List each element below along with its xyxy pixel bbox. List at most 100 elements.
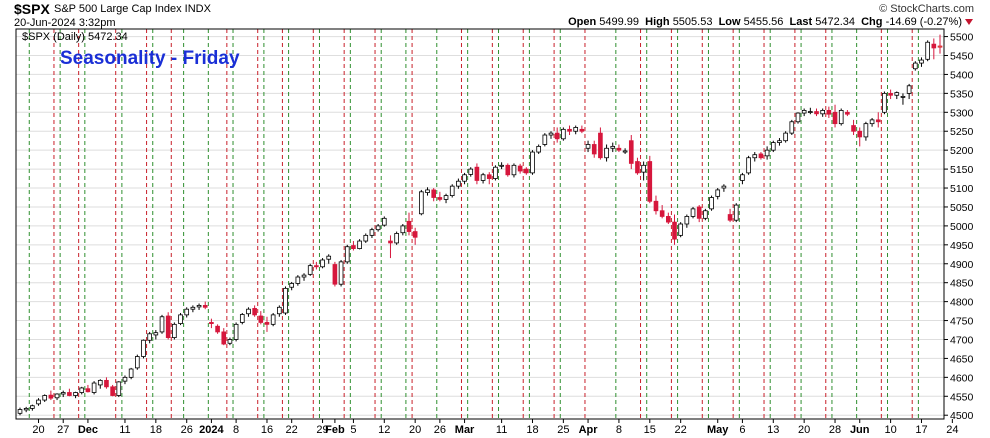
x-tick-label: 12: [378, 424, 390, 436]
x-tick-label: 26: [181, 424, 193, 436]
candle-body: [54, 393, 60, 399]
candle-body: [561, 128, 566, 140]
y-tick-label: 5400: [950, 69, 974, 81]
candle-body: [85, 388, 91, 393]
candle-body: [289, 283, 294, 288]
candle-body: [567, 128, 572, 132]
candle-body: [536, 145, 541, 153]
y-tick-label: 4700: [950, 334, 974, 346]
candle-body: [221, 331, 227, 345]
y-tick-label: 5350: [950, 88, 974, 100]
candle-body: [135, 356, 140, 369]
candle-body: [715, 189, 721, 197]
candle-body: [869, 119, 875, 125]
candle-body: [375, 225, 381, 231]
candle-body: [357, 240, 362, 250]
candle-body: [184, 308, 190, 316]
candle-body: [400, 225, 406, 234]
candle-body: [178, 314, 183, 324]
x-tick-label: 8: [616, 424, 622, 436]
change-label: Chg: [861, 16, 883, 28]
candle-body: [931, 43, 937, 49]
candle-body: [147, 333, 152, 341]
x-tick-label: 17: [915, 424, 927, 436]
y-tick-label: 5050: [950, 202, 974, 214]
y-tick-label: 4950: [950, 240, 974, 252]
x-tick-label: 28: [829, 424, 841, 436]
x-tick-label: Apr: [579, 424, 599, 436]
candles-layer: [17, 34, 943, 416]
candle-body: [598, 132, 603, 159]
candle-body: [307, 265, 313, 275]
candle-body: [60, 392, 66, 395]
x-tick-label: Dec: [78, 424, 98, 436]
candle-body: [690, 208, 696, 217]
candle-body: [554, 132, 560, 140]
candle-body: [73, 392, 78, 396]
candle-body: [239, 314, 245, 323]
candle-body: [474, 166, 480, 181]
candle-body: [851, 125, 856, 132]
candle-body: [789, 121, 795, 134]
x-tick-label: 10: [884, 424, 896, 436]
chart-header: $SPX S&P 500 Large Cap Index INDX 20-Jun…: [0, 0, 990, 30]
candle-body: [79, 387, 85, 393]
candle-body: [412, 231, 418, 238]
candle-body: [746, 157, 751, 174]
x-tick-label: 25: [557, 424, 569, 436]
low-label: Low: [718, 16, 741, 28]
candle-body: [326, 255, 332, 260]
candle-body: [653, 200, 659, 212]
candle-body: [196, 305, 202, 308]
y-tick-label: 5150: [950, 164, 974, 176]
candle-body: [925, 41, 930, 60]
candle-body: [610, 145, 616, 149]
y-tick-label: 5250: [950, 126, 974, 138]
candle-body: [579, 128, 585, 132]
down-triangle-icon: [965, 19, 973, 25]
x-tick-label: 29: [316, 424, 328, 436]
candle-body: [863, 123, 869, 138]
candle-body: [857, 130, 863, 138]
candle-body: [493, 166, 498, 179]
candle-body: [659, 210, 665, 217]
candle-body: [277, 306, 282, 315]
x-tick-label: 24: [946, 424, 958, 436]
candle-body: [573, 127, 579, 132]
candle-body: [832, 111, 838, 125]
candle-body: [388, 240, 393, 244]
x-tick-label: 27: [57, 424, 69, 436]
candle-body: [752, 154, 758, 159]
x-tick-label: Mar: [455, 424, 475, 436]
candle-body: [585, 144, 591, 149]
y-tick-label: 4650: [950, 353, 974, 365]
candle-body: [67, 392, 72, 396]
grid-layer: [16, 36, 944, 416]
candle-body: [344, 246, 350, 263]
candle-body: [314, 265, 319, 268]
y-tick-label: 4500: [950, 410, 974, 422]
legend-text: $SPX (Daily) 5472.34: [22, 31, 128, 43]
candle-body: [258, 315, 264, 323]
candle-body: [758, 153, 764, 159]
x-tick-label: 18: [526, 424, 538, 436]
friday-lines-layer: [28, 29, 919, 419]
candle-body: [838, 110, 844, 125]
candle-body: [381, 217, 387, 226]
y-tick-label: 4550: [950, 391, 974, 403]
candle-body: [30, 405, 35, 409]
candle-body: [764, 149, 770, 157]
candle-body: [172, 323, 177, 338]
high-value: 5505.53: [672, 16, 713, 28]
last-value: 5472.34: [815, 16, 855, 28]
candle-body: [912, 62, 918, 70]
candle-body: [97, 379, 103, 386]
candle-body: [777, 140, 782, 143]
candle-body: [351, 245, 356, 250]
x-tick-label: 13: [767, 424, 779, 436]
candle-body: [820, 110, 825, 115]
candle-body: [227, 339, 233, 344]
x-tick-label: 20: [798, 424, 810, 436]
candle-body: [233, 323, 239, 340]
x-tick-label: 16: [261, 424, 273, 436]
